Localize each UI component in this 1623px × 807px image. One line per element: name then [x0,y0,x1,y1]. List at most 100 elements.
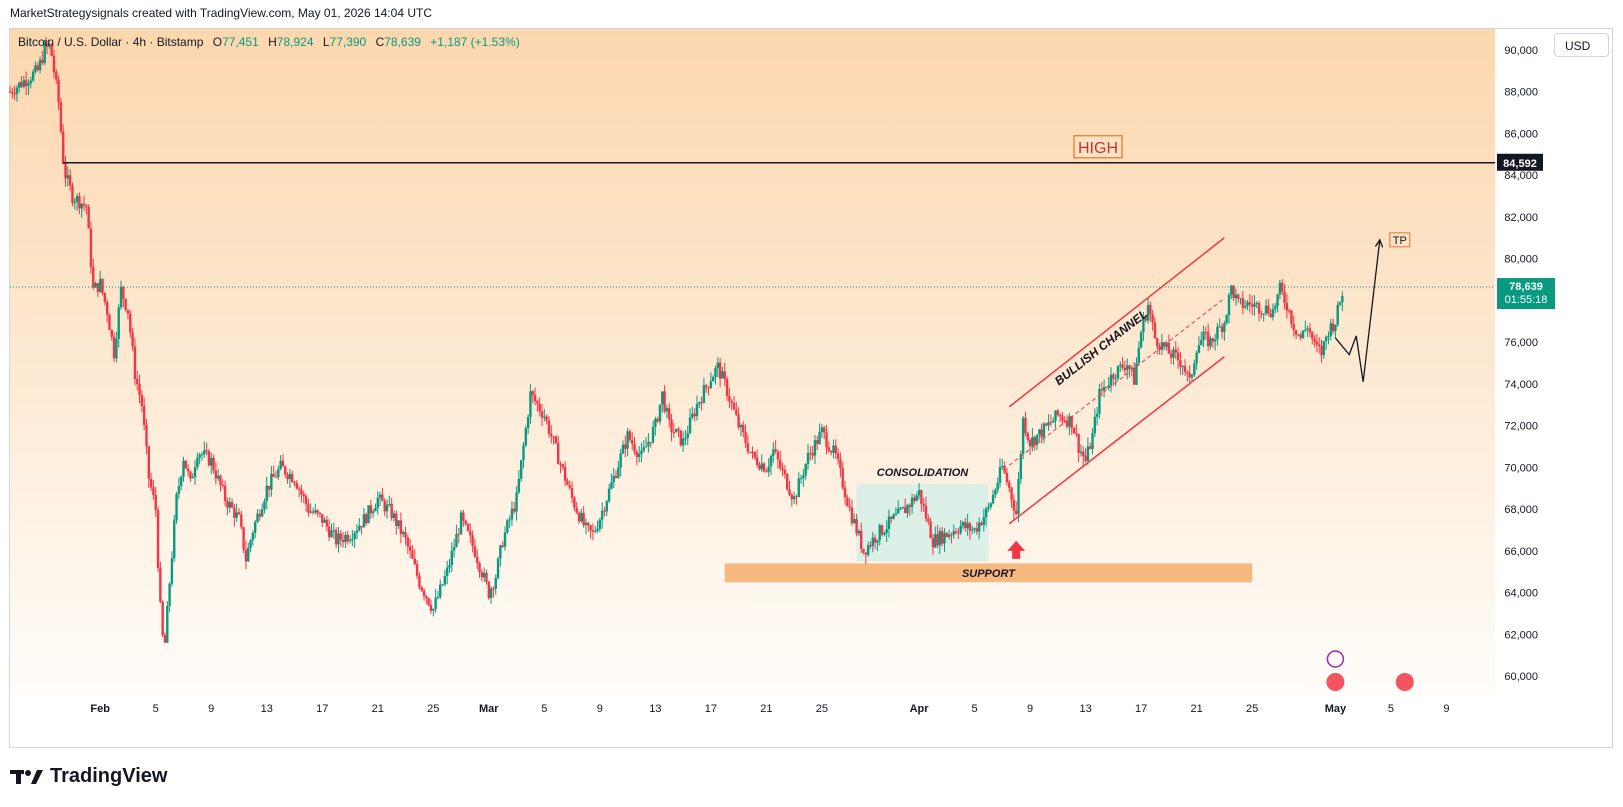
y-tick-label: 76,000 [1504,337,1538,349]
candle-body [332,530,336,532]
candle-body [258,513,262,517]
candle-body [1054,410,1057,421]
candle-body [857,530,861,534]
candle-body [522,445,525,461]
candle-body [1274,306,1277,310]
candle-body [1075,433,1078,435]
candle-body [464,520,467,524]
candle-body [406,537,410,547]
candle-body [637,453,641,458]
candle-body [376,497,379,509]
candle-body [339,533,342,540]
candle-body [487,581,491,599]
candle-body [1218,326,1221,328]
candle-body [471,535,474,547]
candle-body [124,298,127,310]
candle-body [940,531,944,544]
candle-body [897,508,900,514]
candle-body [38,59,42,71]
candle-body [1290,310,1293,324]
candle-body [1038,429,1041,435]
candle-body [1040,429,1043,438]
candle-body [1102,386,1106,391]
y-tick-label: 82,000 [1504,212,1538,224]
candle-body [1283,291,1286,303]
candle-body [906,505,909,514]
candle-body [89,228,93,268]
x-tick-label: 17 [316,703,328,715]
tradingview-logo-icon [10,768,44,786]
candle-body [853,519,856,524]
candle-body [1010,487,1013,500]
candle-body [901,507,905,509]
support-label: SUPPORT [962,568,1016,580]
candle-body [68,175,72,186]
candle-body [45,44,49,47]
candle-body [374,508,377,512]
candle-body [938,531,942,546]
candle-body [654,418,657,427]
candle-body [138,383,141,395]
candle-body [263,501,266,510]
candle-body [693,413,696,417]
candle-body [163,635,167,643]
candle-body [1156,338,1159,347]
currency-button[interactable]: USD [1554,33,1609,57]
candle-body [804,464,807,476]
high-price-tag-label: 84,592 [1503,158,1537,170]
candle-body [432,609,435,611]
y-tick-label: 64,000 [1504,588,1538,600]
x-tick-label: 9 [208,703,214,715]
candle-body [1285,302,1289,311]
candle-body [1301,330,1305,338]
open-label: O [212,35,223,49]
candle-body [87,206,90,229]
candle-body [1315,341,1319,345]
candle-body [957,532,960,534]
candle-body [846,497,849,507]
candle-body [503,532,507,547]
candle-body [1179,360,1182,367]
candle-body [1225,315,1228,324]
candle-body [825,432,828,448]
candle-body [244,549,248,562]
candle-body [29,80,33,84]
y-tick-label: 62,000 [1504,629,1538,641]
candle-body [1056,410,1060,415]
candle-body [378,494,382,498]
candle-body [24,80,28,87]
candle-body [709,381,713,388]
candle-body [920,489,923,504]
candle-body [797,478,800,498]
candle-body [1079,451,1083,454]
candle-body [1227,294,1231,316]
candle-body [959,525,962,533]
candle-body [216,475,220,479]
candle-body [628,431,632,441]
high-label: H [268,35,277,49]
y-tick-label: 74,000 [1504,379,1538,391]
close-label: C [375,35,385,49]
candle-body [265,485,268,502]
candle-body [140,394,144,406]
candle-body [395,513,398,527]
candle-body [550,433,553,437]
candle-body [191,476,194,479]
x-tick-label: 13 [261,703,273,715]
candle-body [207,451,211,466]
candle-body [166,605,169,643]
candle-body [876,540,879,543]
candle-body [1135,363,1138,385]
candle-body [182,460,185,477]
candle-body [732,402,736,410]
tradingview-logo[interactable]: TradingView [10,765,167,788]
candle-body [813,440,817,456]
candle-body [1204,331,1208,333]
candle-body [776,451,780,460]
candle-body [917,489,921,496]
candle-body [543,416,546,418]
candle-body [455,533,458,548]
candle-body [973,528,976,530]
candle-body [186,468,190,472]
